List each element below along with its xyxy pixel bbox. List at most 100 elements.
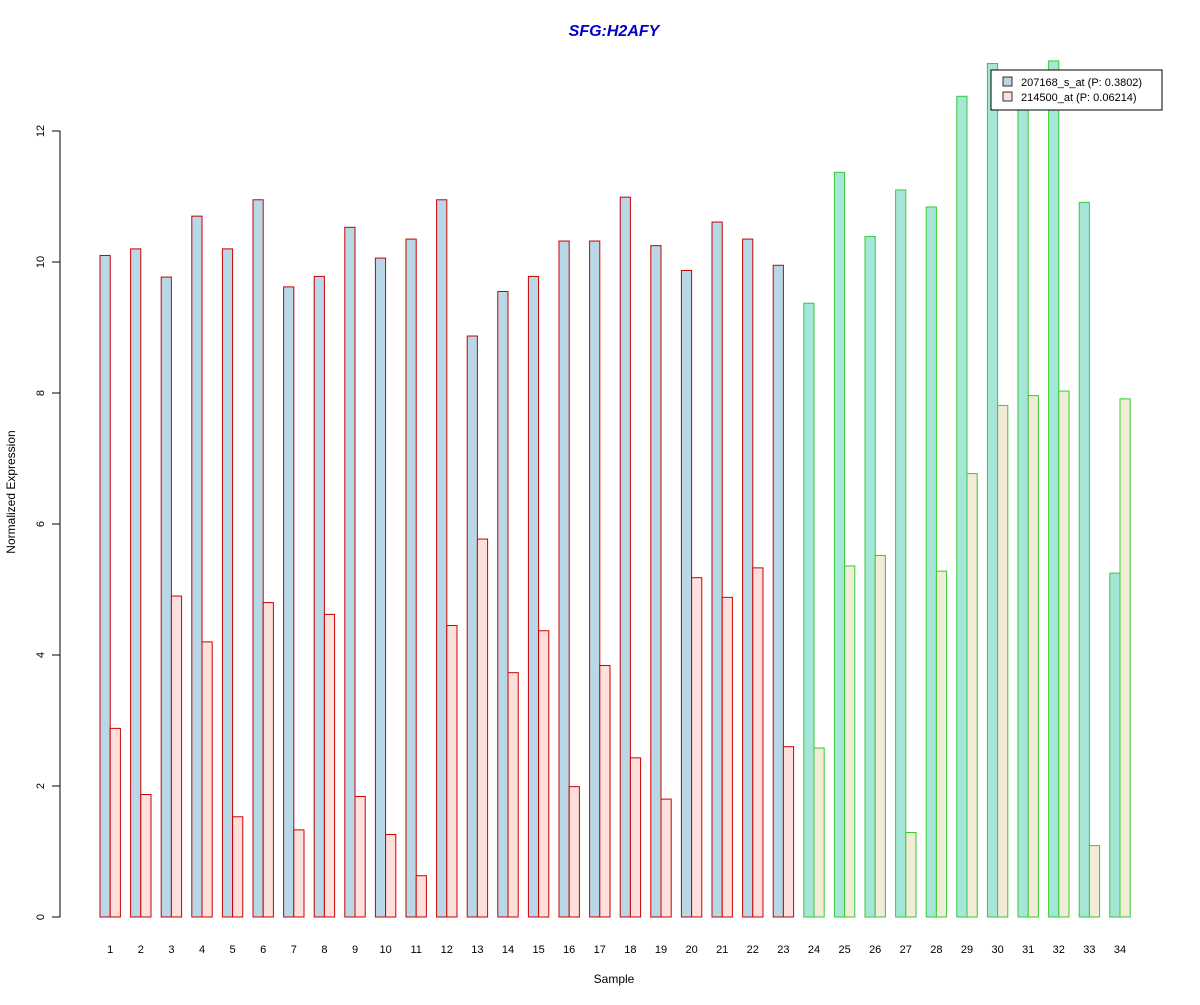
bar-series-2-sample-15: [538, 630, 550, 918]
x-tick-label: 18: [624, 944, 636, 956]
bar-series-2-sample-8: [323, 613, 336, 918]
x-tick-label: 22: [747, 944, 759, 956]
legend-swatch-series-2: [1002, 91, 1013, 102]
bar-series-1-sample-21: [711, 221, 723, 918]
bar-series-1-sample-16: [558, 240, 570, 918]
y-tick-label: 0: [35, 914, 47, 920]
bar-series-2-sample-33: [1088, 845, 1101, 918]
bar-series-2-sample-6: [262, 602, 274, 918]
bar-series-2-sample-17: [599, 664, 611, 918]
legend-label-series-1: 207168_s_at (P: 0.3802): [1021, 77, 1142, 89]
bar-series-1-sample-1: [99, 254, 111, 918]
legend-label-series-2: 214500_at (P: 0.06214): [1021, 92, 1137, 104]
x-tick-label: 32: [1053, 944, 1065, 956]
bar-series-2-sample-2: [140, 794, 152, 918]
bar-series-1-sample-8: [313, 275, 325, 918]
x-tick-label: 5: [230, 944, 236, 956]
bar-series-1-sample-19: [650, 245, 662, 918]
bar-series-1-sample-10: [374, 257, 387, 918]
x-tick-label: 12: [441, 944, 453, 956]
x-tick-label: 34: [1114, 944, 1126, 956]
legend-swatch-series-1: [1002, 76, 1013, 87]
bar-series-2-sample-21: [721, 596, 733, 918]
bar-series-2-sample-10: [385, 833, 397, 918]
bar-series-1-sample-22: [742, 238, 754, 918]
bar-series-2-sample-25: [844, 565, 856, 918]
bar-series-1-sample-4: [191, 215, 203, 918]
bar-series-2-sample-20: [691, 577, 703, 918]
x-tick-label: 14: [502, 944, 514, 956]
bar-series-2-sample-18: [629, 757, 642, 918]
x-tick-label: 29: [961, 944, 973, 956]
bar-series-1-sample-31: [1017, 101, 1029, 918]
bar-series-2-sample-23: [782, 746, 795, 918]
bar-series-2-sample-4: [201, 641, 213, 918]
x-tick-label: 3: [168, 944, 174, 956]
bar-series-2-sample-32: [1058, 390, 1070, 918]
x-tick-label: 20: [685, 944, 697, 956]
x-tick-label: 23: [777, 944, 789, 956]
bar-series-2-sample-28: [935, 570, 948, 918]
x-tick-label: 9: [352, 944, 358, 956]
bar-series-1-sample-9: [344, 226, 356, 918]
bar-series-2-sample-11: [415, 875, 427, 918]
bar-series-2-sample-16: [568, 786, 580, 918]
x-tick-label: 21: [716, 944, 728, 956]
x-tick-label: 30: [991, 944, 1003, 956]
bar-series-1-sample-13: [466, 335, 478, 918]
bar-series-1-sample-12: [436, 199, 448, 918]
bar-series-1-sample-17: [589, 240, 601, 918]
y-tick-label: 2: [35, 783, 47, 789]
bar-series-1-sample-34: [1109, 572, 1121, 918]
legend: 207168_s_at (P: 0.3802) 214500_at (P: 0.…: [990, 69, 1163, 111]
bar-series-1-sample-11: [405, 238, 417, 918]
x-tick-label: 17: [594, 944, 606, 956]
x-tick-label: 25: [838, 944, 850, 956]
bar-series-2-sample-3: [170, 595, 183, 918]
bar-series-2-sample-30: [997, 404, 1009, 918]
x-tick-label: 8: [321, 944, 327, 956]
y-axis-label: Normalized Expression: [4, 430, 18, 553]
bar-series-1-sample-6: [252, 199, 264, 918]
bar-series-2-sample-1: [109, 727, 121, 918]
bar-series-1-sample-23: [772, 264, 784, 918]
bar-series-2-sample-7: [293, 829, 305, 918]
x-tick-label: 2: [138, 944, 144, 956]
y-tick-label: 8: [35, 390, 47, 396]
x-tick-label: 27: [900, 944, 912, 956]
bar-series-1-sample-18: [619, 196, 631, 918]
bar-series-1-sample-33: [1078, 201, 1090, 918]
bar-series-1-sample-7: [283, 286, 295, 918]
bar-series-2-sample-34: [1119, 398, 1131, 918]
axes-layer: 1 2 3 4 5 6 7 8 9 10 11 12 13 14 15 16 17 18 19 20 21 22 23 24 2…: [35, 125, 1126, 956]
bar-series-2-sample-26: [874, 554, 886, 918]
bar-series-1-sample-3: [160, 276, 172, 918]
bar-series-1-sample-5: [221, 248, 234, 918]
bar-series-1-sample-15: [527, 275, 540, 918]
bar-series-2-sample-29: [966, 473, 978, 918]
bar-series-2-sample-24: [813, 747, 825, 918]
x-tick-label: 33: [1083, 944, 1095, 956]
bars-layer: [99, 60, 1131, 918]
bar-series-2-sample-12: [446, 625, 458, 918]
x-tick-label: 31: [1022, 944, 1034, 956]
bar-series-2-sample-19: [660, 798, 672, 918]
bar-series-1-sample-28: [925, 206, 937, 918]
x-tick-label: 1: [107, 944, 113, 956]
bar-series-2-sample-27: [905, 832, 917, 918]
x-tick-label: 7: [291, 944, 297, 956]
bar-series-2-sample-22: [752, 567, 764, 918]
bar-series-1-sample-26: [864, 235, 876, 918]
x-tick-label: 10: [379, 944, 391, 956]
bar-series-2-sample-14: [507, 672, 519, 918]
bar-series-2-sample-31: [1027, 395, 1039, 918]
bar-series-1-sample-27: [895, 189, 907, 918]
y-tick-label: 10: [35, 256, 47, 268]
x-tick-label: 19: [655, 944, 667, 956]
bar-series-1-sample-32: [1048, 60, 1060, 918]
bar-series-2-sample-13: [476, 538, 489, 918]
chart-title: SFG:H2AFY: [569, 23, 661, 40]
x-tick-label: 6: [260, 944, 266, 956]
x-tick-label: 24: [808, 944, 820, 956]
